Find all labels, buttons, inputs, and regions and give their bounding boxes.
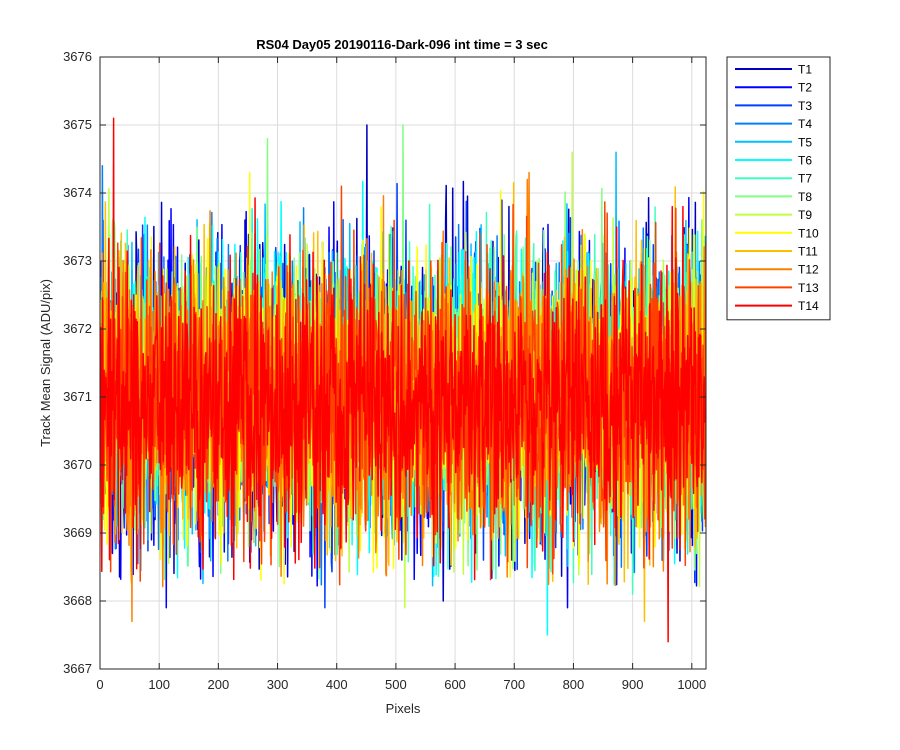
y-tick-label: 3671 <box>63 389 92 404</box>
x-tick-label: 300 <box>267 677 289 692</box>
y-tick-label: 3667 <box>63 661 92 676</box>
chart-title: RS04 Day05 20190116-Dark-096 int time = … <box>256 37 548 52</box>
axes-box <box>99 56 707 670</box>
legend-box <box>726 56 831 321</box>
y-tick-label: 3673 <box>63 253 92 268</box>
legend-label: T3 <box>798 99 812 113</box>
series-line-t14 <box>100 117 706 643</box>
series-lines <box>100 117 706 643</box>
legend-label: T9 <box>798 208 812 222</box>
x-tick-label: 700 <box>503 677 525 692</box>
axis-ticks: 0 100 200 300 400 500 600 700 800 900 1000 3667 3668… <box>63 49 706 692</box>
legend-label: T1 <box>798 63 812 77</box>
x-tick-label: 600 <box>444 677 466 692</box>
y-tick-label: 3675 <box>63 117 92 132</box>
y-tick-label: 3670 <box>63 457 92 472</box>
x-tick-label: 100 <box>148 677 170 692</box>
legend: T1 T2 T3 T4 T5 T6 T7 T8 T9 T10 T11 T12 T13 T14 <box>726 56 831 321</box>
x-tick-label: 1000 <box>677 677 706 692</box>
legend-label: T2 <box>798 81 812 95</box>
y-tick-label: 3674 <box>63 185 92 200</box>
legend-label: T11 <box>798 245 818 259</box>
plot-area <box>100 117 706 643</box>
y-tick-label: 3668 <box>63 593 92 608</box>
legend-label: T8 <box>798 190 812 204</box>
legend-label: T14 <box>798 299 819 313</box>
legend-label: T4 <box>798 117 812 131</box>
legend-label: T7 <box>798 172 812 186</box>
x-tick-label: 900 <box>622 677 644 692</box>
y-axis-label: Track Mean Signal (ADU/pix) <box>38 279 53 447</box>
x-tick-label: 800 <box>563 677 585 692</box>
x-tick-label: 0 <box>96 677 103 692</box>
legend-label: T13 <box>798 281 819 295</box>
legend-label: T10 <box>798 226 819 240</box>
legend-label: T12 <box>798 263 819 277</box>
legend-label: T5 <box>798 135 812 149</box>
y-tick-label: 3672 <box>63 321 92 336</box>
x-tick-label: 500 <box>385 677 407 692</box>
x-tick-label: 200 <box>208 677 230 692</box>
y-tick-label: 3676 <box>63 49 92 64</box>
x-axis-label: Pixels <box>386 701 421 716</box>
legend-label: T6 <box>798 154 812 168</box>
y-tick-label: 3669 <box>63 525 92 540</box>
x-tick-label: 400 <box>326 677 348 692</box>
